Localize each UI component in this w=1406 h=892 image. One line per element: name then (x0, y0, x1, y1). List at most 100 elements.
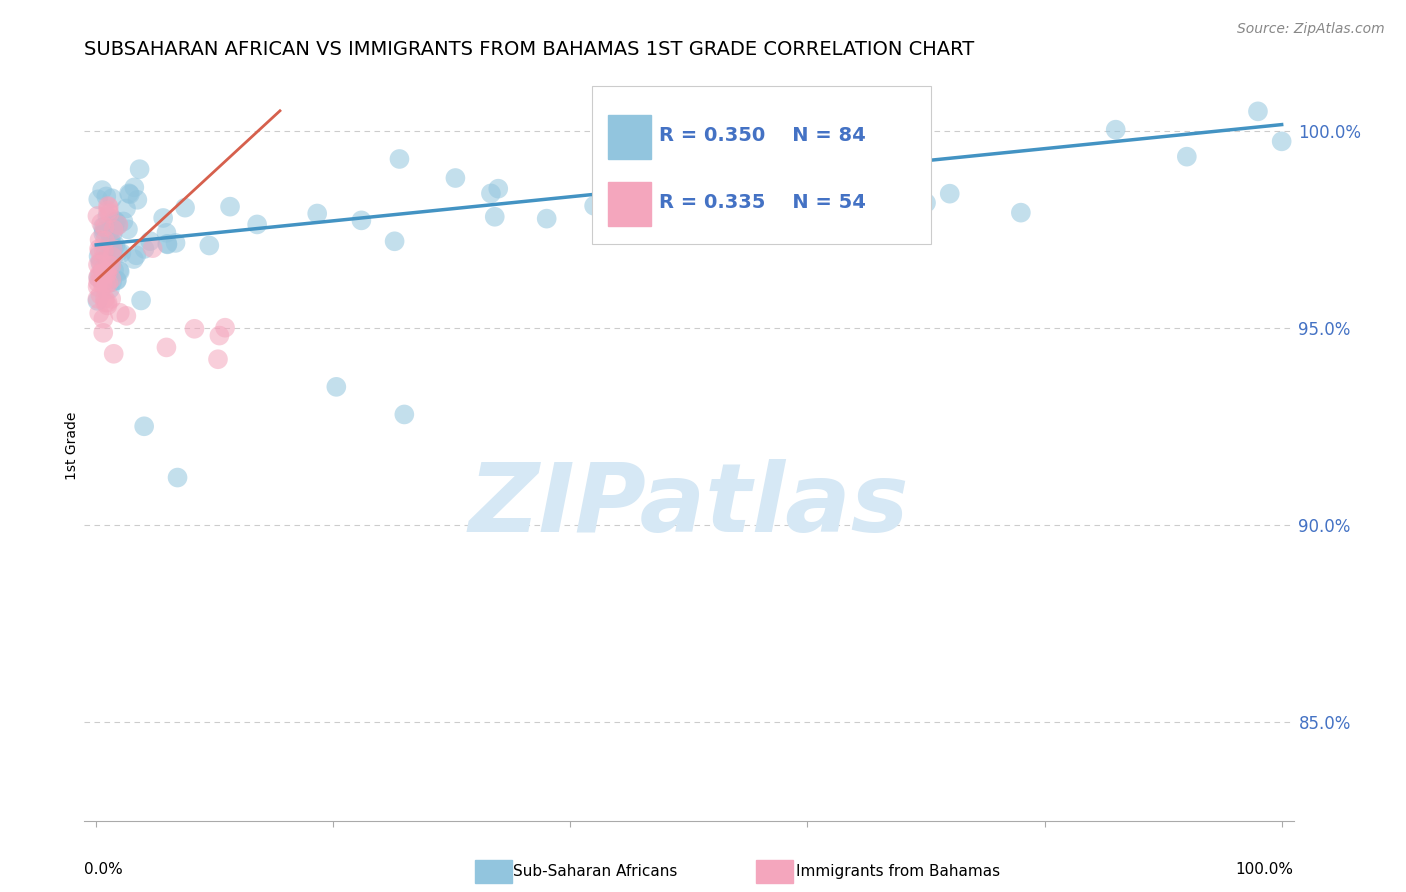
Point (103, 347, 125, 361)
Point (107, 218, 129, 232)
Point (105, 214, 128, 228)
Point (86, 209, 108, 223)
Point (737, 205, 759, 219)
Point (93, 220, 115, 235)
Point (307, 206, 329, 220)
Point (198, 238, 221, 252)
Point (100, 259, 122, 273)
Text: Immigrants from Bahamas: Immigrants from Bahamas (796, 864, 1000, 879)
Point (98, 282, 121, 296)
Point (107, 245, 129, 260)
Point (91, 277, 114, 292)
Point (1010, 205, 1032, 219)
Point (87, 242, 110, 256)
Point (166, 470, 188, 484)
Point (128, 162, 150, 177)
Point (1271, 134, 1294, 148)
Point (98, 225, 121, 239)
Point (105, 273, 128, 287)
Text: R = 0.335    N = 54: R = 0.335 N = 54 (659, 193, 866, 212)
Point (115, 202, 138, 216)
Point (98, 206, 121, 220)
Point (486, 182, 509, 196)
Point (94, 252, 117, 266)
Point (101, 242, 124, 256)
Point (129, 293, 152, 308)
Point (101, 245, 124, 260)
Point (86, 292, 108, 306)
Point (219, 200, 242, 214)
Point (325, 380, 347, 394)
Point (1105, 122, 1128, 136)
Point (91, 311, 114, 326)
Point (89, 254, 111, 268)
Point (101, 227, 124, 241)
Point (350, 213, 373, 227)
Text: ZIPatlas: ZIPatlas (468, 459, 910, 552)
Point (103, 263, 125, 277)
Point (142, 241, 165, 255)
Point (96, 298, 118, 312)
Point (90, 267, 112, 281)
Point (93, 244, 115, 259)
Point (87, 249, 110, 263)
Point (100, 233, 122, 247)
Text: Source: ZipAtlas.com: Source: ZipAtlas.com (1237, 22, 1385, 37)
Text: SUBSAHARAN AFRICAN VS IMMIGRANTS FROM BAHAMAS 1ST GRADE CORRELATION CHART: SUBSAHARAN AFRICAN VS IMMIGRANTS FROM BA… (84, 39, 974, 59)
Point (97, 200, 120, 214)
Point (118, 186, 141, 201)
Point (98, 236, 121, 251)
Point (124, 180, 146, 194)
Point (101, 250, 124, 264)
Point (87, 192, 110, 206)
Point (1175, 150, 1198, 164)
Point (915, 195, 938, 210)
Point (444, 171, 467, 186)
Point (104, 238, 127, 252)
Point (156, 237, 179, 252)
Point (796, 223, 818, 237)
Point (134, 419, 156, 434)
Point (207, 352, 229, 367)
Point (89, 233, 111, 247)
Point (122, 252, 145, 266)
Y-axis label: 1st Grade: 1st Grade (65, 412, 79, 480)
Point (94, 277, 117, 292)
FancyBboxPatch shape (607, 115, 651, 159)
Point (105, 273, 128, 287)
Point (630, 199, 652, 213)
Point (388, 152, 411, 166)
Point (93, 224, 115, 238)
Point (96, 189, 118, 203)
Point (156, 236, 179, 251)
Point (87, 276, 110, 290)
FancyBboxPatch shape (607, 182, 651, 227)
Point (87, 270, 110, 285)
Point (97, 276, 120, 290)
Point (110, 246, 132, 260)
Point (94, 265, 117, 279)
Point (208, 328, 231, 343)
Point (89, 288, 111, 302)
Point (96, 267, 118, 281)
Point (89, 267, 111, 281)
Point (91, 257, 114, 271)
Point (96, 210, 118, 224)
Point (91, 183, 114, 197)
Point (86, 293, 108, 308)
Point (91, 326, 114, 340)
Point (108, 265, 131, 279)
FancyBboxPatch shape (592, 87, 931, 244)
Point (479, 186, 502, 201)
Point (94, 246, 117, 260)
Text: 100.0%: 100.0% (1236, 862, 1294, 877)
Text: 0.0%: 0.0% (84, 862, 124, 877)
Point (104, 215, 127, 229)
Point (89, 256, 111, 270)
Text: Sub-Saharan Africans: Sub-Saharan Africans (513, 864, 678, 879)
Point (94, 295, 117, 310)
Point (384, 235, 406, 249)
Point (103, 222, 125, 236)
Point (103, 239, 125, 253)
Point (678, 171, 700, 186)
